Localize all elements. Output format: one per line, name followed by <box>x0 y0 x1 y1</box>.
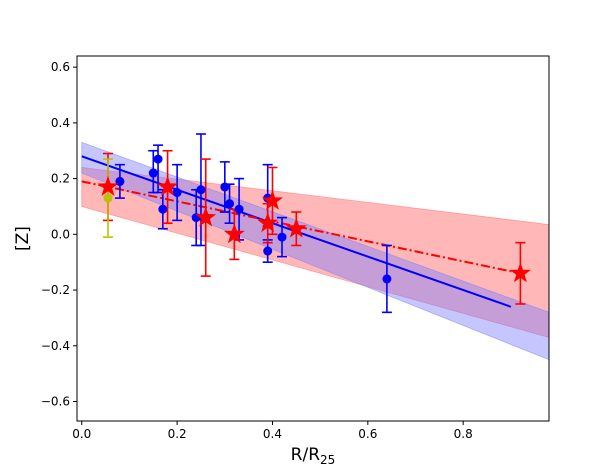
x-axis-label-subscript: 25 <box>320 453 335 467</box>
blue-points-marker-2 <box>153 154 163 164</box>
y-tick-label: −0.2 <box>41 283 70 297</box>
blue-points-marker-6 <box>196 185 206 195</box>
blue-points-errorbar-2 <box>153 144 164 194</box>
axis-ticks: 0.0 0.2 0.4 0.6 0.8 −0.6 −0.4 −0.2 0.0 0.2 0.4 0.6 <box>41 60 473 441</box>
olive-point-marker-0 <box>103 193 113 203</box>
blue-points-marker-7 <box>220 182 230 192</box>
red-stars-marker-6 <box>285 217 307 238</box>
blue-points-marker-8 <box>225 199 235 209</box>
red-stars-marker-1 <box>157 175 179 196</box>
y-tick-label: 0.6 <box>51 60 70 74</box>
blue-points-marker-3 <box>158 204 168 214</box>
blue-points-marker-4 <box>172 188 182 198</box>
y-tick-label: 0.2 <box>51 172 70 186</box>
blue-points-marker-1 <box>148 168 158 178</box>
plot-frame <box>76 55 550 422</box>
y-tick-label: −0.4 <box>41 339 70 353</box>
x-tick-label: 0.2 <box>168 427 187 441</box>
red-stars-marker-5 <box>262 189 283 210</box>
blue-points-marker-13 <box>382 274 392 284</box>
y-tick-label: −0.6 <box>41 394 70 408</box>
data-points <box>97 154 531 284</box>
red-stars-marker-0 <box>97 175 119 196</box>
y-axis-label: [Z] <box>13 226 33 251</box>
red-stars-marker-4 <box>257 212 279 233</box>
x-tick-label: 0.4 <box>263 427 282 441</box>
y-tick-label: 0.4 <box>51 116 70 130</box>
x-tick-label: 0.6 <box>358 427 377 441</box>
x-axis-label: R/R25 <box>291 445 336 467</box>
blue-points-marker-9 <box>234 204 244 214</box>
red-stars-marker-7 <box>509 262 531 283</box>
blue-points-marker-12 <box>277 232 287 242</box>
x-tick-label: 0.0 <box>72 427 91 441</box>
red-stars-marker-3 <box>223 223 245 244</box>
x-axis-label-main: R/R <box>291 445 321 465</box>
blue-points-marker-11 <box>263 246 273 256</box>
y-tick-label: 0.0 <box>51 227 70 241</box>
x-tick-label: 0.8 <box>454 427 473 441</box>
red-stars-marker-2 <box>195 206 217 227</box>
